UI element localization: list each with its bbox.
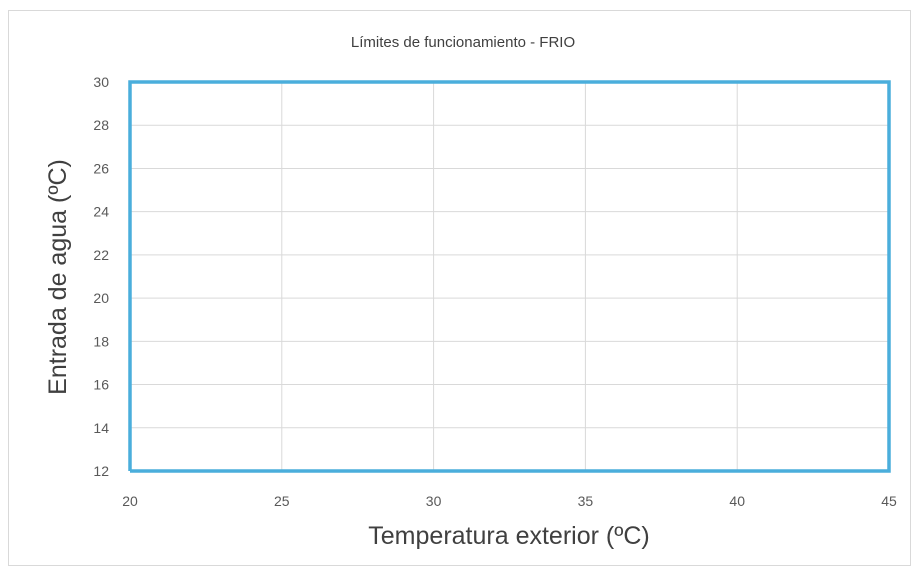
- y-tick-label: 14: [93, 420, 109, 436]
- tick-layer: 12 14 16 18 20 22 24 26 28 30 20 25 30 35 40 45: [93, 74, 897, 509]
- x-tick-label: 45: [881, 493, 897, 509]
- x-tick-label: 40: [729, 493, 745, 509]
- x-tick-label: 20: [122, 493, 138, 509]
- series-line-0: [128, 80, 891, 473]
- y-tick-label: 16: [93, 377, 109, 393]
- grid-layer: [129, 81, 890, 472]
- y-tick-label: 20: [93, 290, 109, 306]
- y-tick-label: 26: [93, 160, 109, 176]
- y-tick-label: 30: [93, 74, 109, 90]
- y-tick-label: 18: [93, 333, 109, 349]
- x-tick-label: 30: [426, 493, 442, 509]
- chart-title: Límites de funcionamiento - FRIO: [351, 34, 575, 51]
- y-tick-label: 28: [93, 117, 109, 133]
- chart-frame: [8, 10, 911, 566]
- y-axis-label: Entrada de agua (ºC): [44, 159, 72, 395]
- series-layer: [128, 80, 891, 473]
- y-tick-label: 12: [93, 463, 109, 479]
- x-axis-label: Temperatura exterior (ºC): [368, 522, 649, 550]
- x-tick-label: 35: [578, 493, 594, 509]
- x-tick-label: 25: [274, 493, 290, 509]
- y-tick-label: 22: [93, 247, 109, 263]
- y-tick-label: 24: [93, 204, 109, 220]
